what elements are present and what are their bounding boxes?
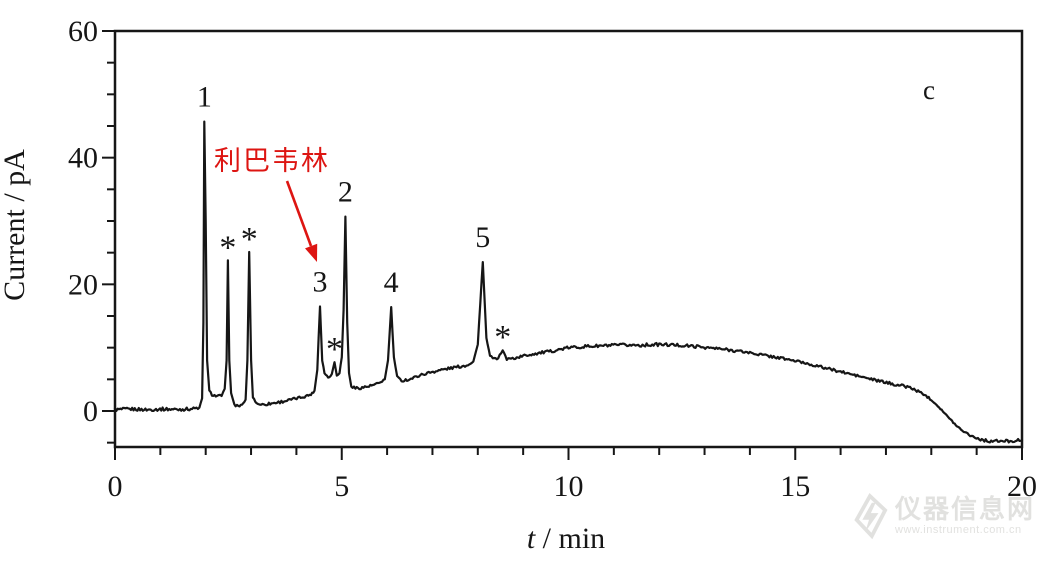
peak-label-5: 5 [475,221,490,254]
axis-ticks [102,30,1023,460]
y-tick-label: 0 [83,395,98,428]
peak-labels: 1* *3*245* [197,81,511,369]
x-tick-label: 0 [108,470,123,503]
x-tick-label: 15 [780,470,810,503]
watermark: 仪器信息网 www.instrument.com.cn [850,492,1035,540]
x-tick-label: 5 [334,470,349,503]
peak-label-star: * [241,221,258,258]
x-tick-label: 10 [554,470,584,503]
figure-panel-label: c [923,75,935,105]
y-axis-title: Current / pA [0,149,31,301]
peak-label-4: 4 [384,266,399,299]
peak-label-1: 1 [197,81,212,114]
peak-label-star: * [494,319,511,356]
peak-label-star: * [219,229,236,266]
watermark-site-url: www.instrument.com.cn [895,524,1022,536]
peak-label-star: * [326,331,343,368]
watermark-site-name: 仪器信息网 [895,494,1036,524]
x-axis-title-unit: / min [535,522,605,555]
x-tick-label: 20 [1007,470,1037,503]
instrument-logo-icon [854,493,888,540]
ribavirin-annotation-label: 利巴韦林 [214,146,330,176]
x-axis-title: t / min [527,522,605,555]
peak-label-2: 2 [338,176,353,209]
x-axis-title-symbol: t [527,522,536,555]
peak-label-3: 3 [312,266,327,299]
y-tick-label: 40 [68,142,98,175]
chromatogram-trace [113,120,1024,444]
y-tick-label: 60 [68,15,98,48]
y-tick-label: 20 [68,268,98,301]
annotation-arrow-icon [285,180,318,262]
